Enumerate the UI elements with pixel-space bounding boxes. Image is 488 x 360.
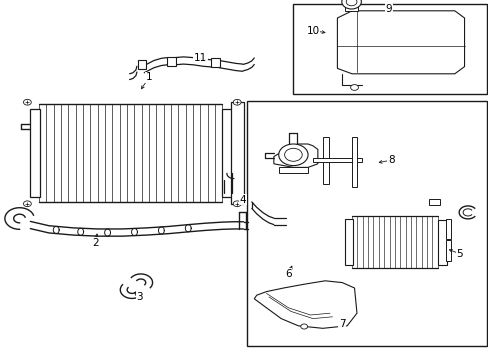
Text: 10: 10 [306, 26, 319, 36]
Polygon shape [273, 144, 317, 167]
Bar [167, 57, 176, 66]
Text: 8: 8 [387, 155, 394, 165]
Bar [428, 199, 439, 205]
Text: 3: 3 [136, 292, 142, 302]
Bar [222, 109, 231, 197]
Circle shape [278, 144, 307, 166]
Bar [344, 4, 358, 11]
Bar [344, 219, 352, 265]
Circle shape [346, 0, 356, 6]
Bar [437, 220, 447, 265]
Bar [446, 219, 450, 239]
Polygon shape [337, 11, 464, 74]
Text: 6: 6 [285, 269, 291, 279]
Text: 2: 2 [92, 238, 99, 248]
Bar [30, 109, 40, 197]
Text: 1: 1 [145, 72, 152, 82]
Circle shape [341, 0, 361, 9]
Polygon shape [254, 281, 356, 328]
Circle shape [233, 201, 241, 207]
Bar [231, 102, 243, 204]
Bar [446, 240, 450, 261]
Bar [293, 4, 486, 94]
Bar [39, 104, 222, 202]
Text: 7: 7 [338, 319, 345, 329]
Bar [312, 158, 361, 162]
Bar [278, 167, 307, 173]
Circle shape [23, 201, 31, 207]
Bar [351, 216, 437, 268]
Text: 4: 4 [239, 195, 246, 205]
Text: 5: 5 [455, 249, 462, 259]
Text: 9: 9 [385, 4, 391, 14]
Bar [351, 137, 356, 187]
Bar [138, 60, 145, 69]
Circle shape [284, 148, 302, 161]
Circle shape [233, 99, 241, 105]
Circle shape [350, 85, 358, 90]
Text: 11: 11 [193, 53, 207, 63]
Circle shape [300, 324, 307, 329]
Circle shape [23, 99, 31, 105]
Bar [322, 137, 328, 184]
Bar [246, 101, 486, 346]
Bar [211, 58, 220, 67]
